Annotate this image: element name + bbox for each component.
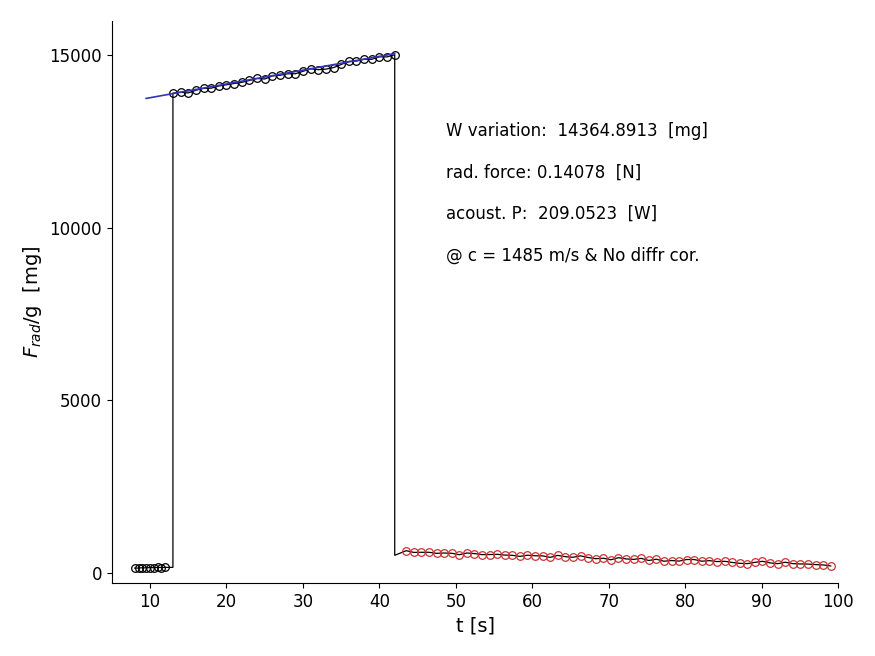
Text: W variation:  14364.8913  [mg]

rad. force: 0.14078  [N]

acoust. P:  209.0523  : W variation: 14364.8913 [mg] rad. force:…: [446, 122, 708, 265]
Y-axis label: $F_{rad}$/g  [mg]: $F_{rad}$/g [mg]: [21, 245, 44, 358]
X-axis label: t [s]: t [s]: [456, 616, 494, 635]
